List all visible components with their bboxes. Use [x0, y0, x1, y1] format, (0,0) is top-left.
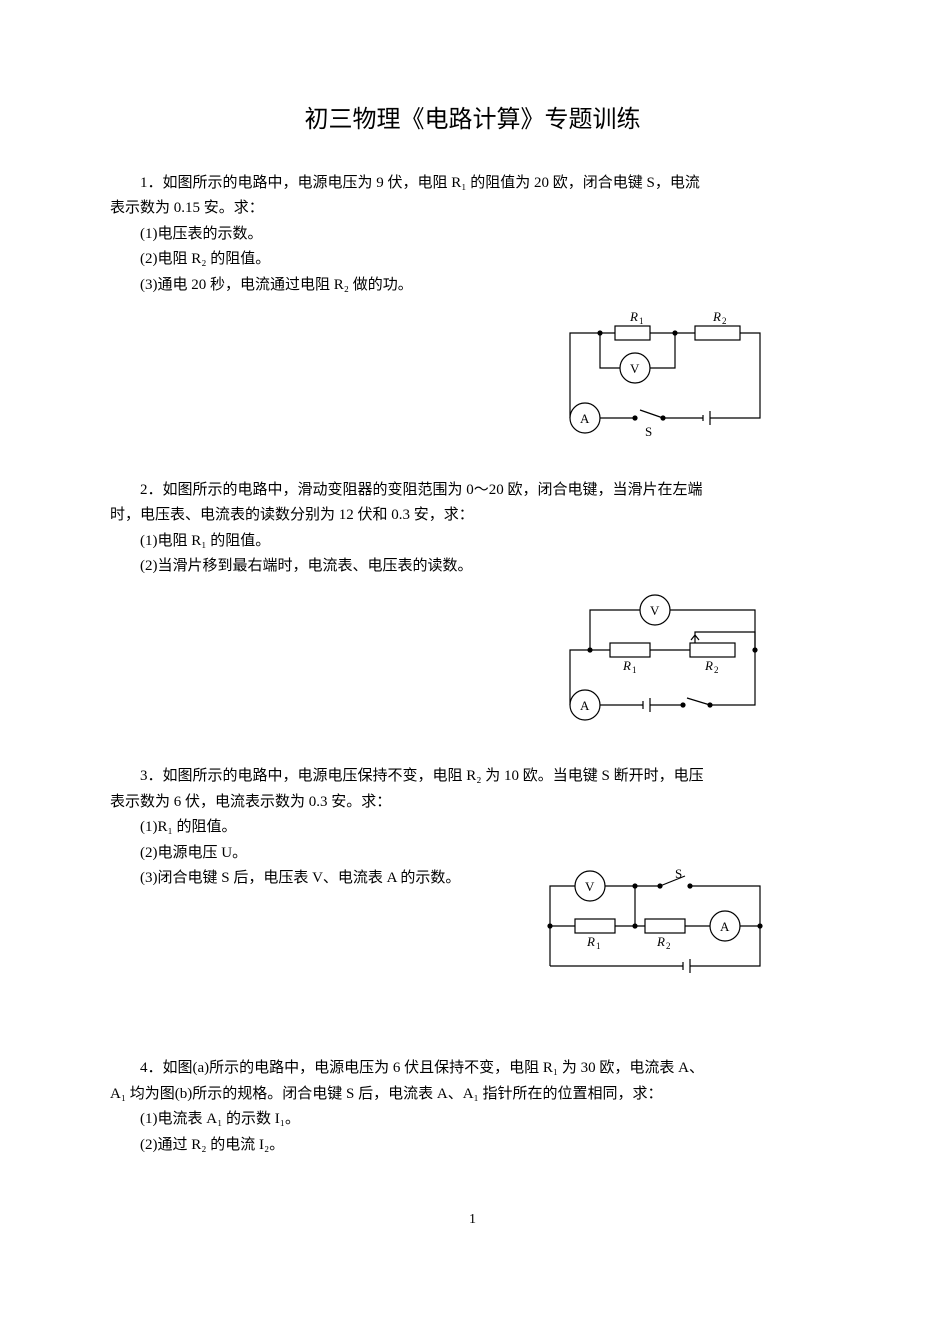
svg-text:R: R [629, 309, 638, 324]
p2-s1: (1)电阻 R₁ 的阻值。 [110, 529, 835, 555]
problem-4: 4．如图(a)所示的电路中，电源电压为 6 伏且保持不变，电阻 R₁ 为 30 … [110, 1056, 835, 1158]
doc-title: 初三物理《电路计算》专题训练 [110, 100, 835, 141]
p3-s2: (2)电源电压 U。 [110, 841, 835, 867]
circuit-1: R1 R2 V A S [545, 308, 775, 438]
p2-s2: (2)当滑片移到最右端时，电流表、电压表的读数。 [110, 554, 835, 580]
svg-text:A: A [720, 919, 730, 934]
svg-text:1: 1 [632, 665, 637, 675]
svg-text:S: S [675, 866, 682, 881]
p2-line1: 2．如图所示的电路中，滑动变阻器的变阻范围为 0～20 欧，闭合电键，当滑片在左… [110, 478, 835, 504]
page-number: 1 [110, 1208, 835, 1232]
svg-text:R: R [586, 934, 595, 949]
svg-text:2: 2 [714, 665, 719, 675]
p4-line1: 4．如图(a)所示的电路中，电源电压为 6 伏且保持不变，电阻 R₁ 为 30 … [110, 1056, 835, 1082]
svg-text:R: R [622, 658, 631, 673]
p3-s1: (1)R₁ 的阻值。 [110, 815, 835, 841]
svg-text:1: 1 [639, 316, 644, 326]
circuit-3: V S R1 R2 A [535, 866, 775, 986]
p4-line2: A₁ 均为图(b)所示的规格。闭合电键 S 后，电流表 A、A₁ 指针所在的位置… [110, 1082, 835, 1108]
p3-line2: 表示数为 6 伏，电流表示数为 0.3 安。求： [110, 790, 835, 816]
svg-text:V: V [650, 603, 660, 618]
p4-s2: (2)通过 R₂ 的电流 I₂。 [110, 1133, 835, 1159]
svg-text:A: A [580, 698, 590, 713]
p3-line1: 3．如图所示的电路中，电源电压保持不变，电阻 R₂ 为 10 欧。当电键 S 断… [110, 764, 835, 790]
p2-line2: 时，电压表、电流表的读数分别为 12 伏和 0.3 安，求： [110, 503, 835, 529]
svg-text:V: V [585, 879, 595, 894]
p1-line1: 1．如图所示的电路中，电源电压为 9 伏，电阻 R₁ 的阻值为 20 欧，闭合电… [110, 171, 835, 197]
circuit-2: V R1 R2 A [545, 590, 775, 725]
p1-s3: (3)通电 20 秒，电流通过电阻 R₂ 做的功。 [110, 273, 835, 299]
problem-3: 3．如图所示的电路中，电源电压保持不变，电阻 R₂ 为 10 欧。当电键 S 断… [110, 764, 835, 986]
problem-2: 2．如图所示的电路中，滑动变阻器的变阻范围为 0～20 欧，闭合电键，当滑片在左… [110, 478, 835, 735]
p3-s3: (3)闭合电键 S 后，电压表 V、电流表 A 的示数。 [110, 866, 535, 892]
svg-text:2: 2 [666, 941, 671, 951]
svg-text:2: 2 [722, 316, 727, 326]
svg-text:R: R [704, 658, 713, 673]
p1-s1: (1)电压表的示数。 [110, 222, 835, 248]
svg-text:R: R [656, 934, 665, 949]
p1-line2: 表示数为 0.15 安。求： [110, 196, 835, 222]
p1-s2: (2)电阻 R₂ 的阻值。 [110, 247, 835, 273]
svg-text:V: V [630, 361, 640, 376]
svg-text:A: A [580, 411, 590, 426]
svg-text:1: 1 [596, 941, 601, 951]
svg-text:S: S [645, 424, 652, 438]
p4-s1: (1)电流表 A₁ 的示数 I₁。 [110, 1107, 835, 1133]
svg-text:R: R [712, 309, 721, 324]
problem-1: 1．如图所示的电路中，电源电压为 9 伏，电阻 R₁ 的阻值为 20 欧，闭合电… [110, 171, 835, 448]
